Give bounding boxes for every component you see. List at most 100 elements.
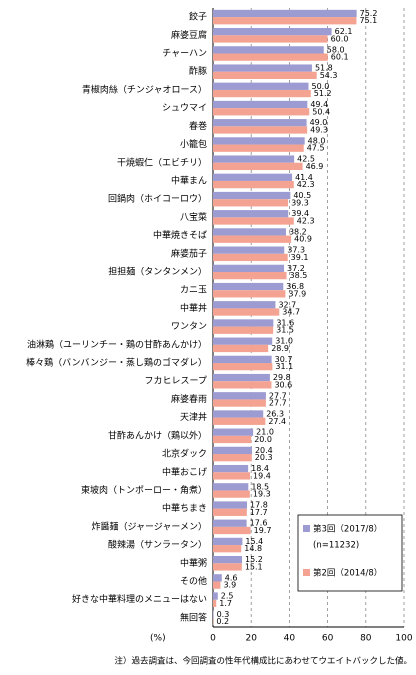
y-tick-label: 麻婆豆腐: [171, 29, 207, 41]
bar: [213, 545, 242, 553]
y-tick-label: 中華丼: [180, 302, 207, 314]
bar: [213, 210, 289, 218]
value-label: 39.1: [291, 253, 309, 262]
bar: [213, 410, 264, 418]
value-label: 27.7: [269, 391, 287, 400]
value-label: 27.7: [269, 399, 287, 408]
value-label: 60.0: [331, 34, 349, 43]
bar: [213, 228, 286, 236]
y-tick-label: 好きな中華料理のメニューはない: [72, 593, 207, 605]
value-label: 0.2: [216, 617, 229, 626]
bar: [213, 526, 251, 535]
bar: [213, 264, 285, 272]
value-label: 38.5: [290, 271, 308, 280]
value-label: 30.7: [275, 355, 293, 364]
value-label: 50.0: [312, 82, 330, 91]
value-label: 37.2: [287, 264, 305, 273]
bar: [213, 9, 357, 18]
y-tick-label: ワンタン: [171, 321, 207, 332]
value-label: 58.0: [327, 45, 345, 54]
y-tick-label: 小籠包: [180, 138, 207, 150]
bar: [213, 71, 317, 80]
y-tick-label: 東坡肉（トンポーロー・角煮）: [81, 484, 207, 496]
y-tick-label: 麻婆春雨: [171, 393, 207, 405]
bar: [213, 180, 294, 189]
value-label: 4.6: [225, 573, 238, 582]
bar: [213, 53, 328, 61]
value-label: 62.1: [335, 27, 353, 36]
y-tick-label: 酢豚: [189, 65, 207, 77]
y-tick-label: カニ玉: [180, 285, 207, 296]
bar: [213, 126, 308, 134]
value-label: 31.5: [276, 326, 294, 335]
value-label: 32.7: [278, 300, 296, 309]
value-label: 50.4: [312, 107, 330, 116]
y-tick-label: その他: [180, 575, 207, 587]
y-tick-label: 中華まん: [171, 174, 207, 186]
bar: [213, 17, 357, 25]
value-label: 20.0: [254, 435, 272, 444]
y-tick-label: 天津丼: [180, 411, 207, 423]
value-label: 34.7: [282, 308, 300, 317]
bar: [213, 235, 292, 243]
legend-label: 第2回（2014/8）: [313, 568, 382, 579]
bar: [213, 417, 266, 425]
bar: [213, 519, 247, 527]
value-label: 54.3: [320, 71, 338, 80]
value-label: 2.5: [221, 592, 234, 601]
bar: [213, 119, 307, 127]
bar: [213, 308, 280, 316]
y-tick-label: 棒々鶏（バンバンジー・蒸し鶏のゴマダレ）: [26, 357, 207, 369]
value-label: 29.8: [273, 373, 291, 382]
legend-box: [297, 514, 403, 592]
value-label: 20.3: [255, 453, 273, 462]
y-tick-label: 干焼蝦仁（エビチリ）: [117, 156, 207, 168]
y-tick-label: 八宝菜: [180, 211, 207, 223]
y-tick-label: 中華焼きそば: [153, 229, 207, 241]
value-label: 51.2: [314, 89, 332, 98]
value-label: 38.2: [289, 227, 307, 236]
legend-note: (n=11232): [313, 541, 359, 551]
bar: [213, 326, 274, 334]
value-label: 15.1: [245, 562, 263, 571]
bar: [213, 217, 294, 225]
bar: [213, 537, 243, 546]
value-label: 47.5: [307, 144, 325, 153]
value-label: 19.7: [254, 526, 272, 535]
y-tick-label: 北京ダック: [162, 448, 207, 460]
value-label: 37.9: [288, 289, 306, 298]
y-tick-label: 酸辣湯（サンラータン）: [108, 539, 207, 551]
bar: [213, 100, 308, 109]
y-tick-label: 甘酢あんかけ（鶏以外）: [108, 429, 207, 441]
value-label: 19.4: [253, 471, 271, 480]
value-label: 21.0: [256, 428, 274, 437]
value-label: 48.0: [308, 136, 326, 145]
value-label: 39.3: [291, 198, 309, 207]
y-tick-label: 中華粥: [180, 557, 207, 569]
y-tick-label: 中華おこげ: [162, 466, 207, 478]
bar: [213, 46, 324, 54]
bar: [213, 35, 328, 43]
value-label: 17.7: [250, 508, 268, 517]
bar: [213, 446, 252, 455]
bar: [213, 483, 249, 491]
bar: [213, 290, 286, 298]
value-label: 15.2: [245, 555, 263, 564]
value-label: 31.6: [276, 318, 294, 327]
bar: [213, 508, 247, 516]
x-tick-label: 40: [284, 634, 296, 644]
y-tick-label: 無回答: [180, 611, 207, 623]
value-label: 42.3: [297, 217, 315, 226]
x-tick-label: 20: [245, 634, 257, 644]
value-label: 3.9: [223, 581, 236, 590]
value-label: 75.1: [359, 16, 377, 25]
bar: [213, 464, 249, 473]
bar: [213, 381, 272, 389]
legend-swatch: [303, 525, 310, 532]
value-label: 17.6: [250, 519, 268, 528]
value-label: 1.7: [219, 599, 232, 608]
value-label: 39.4: [291, 209, 309, 218]
bar: [213, 344, 269, 353]
bar: [213, 301, 276, 309]
